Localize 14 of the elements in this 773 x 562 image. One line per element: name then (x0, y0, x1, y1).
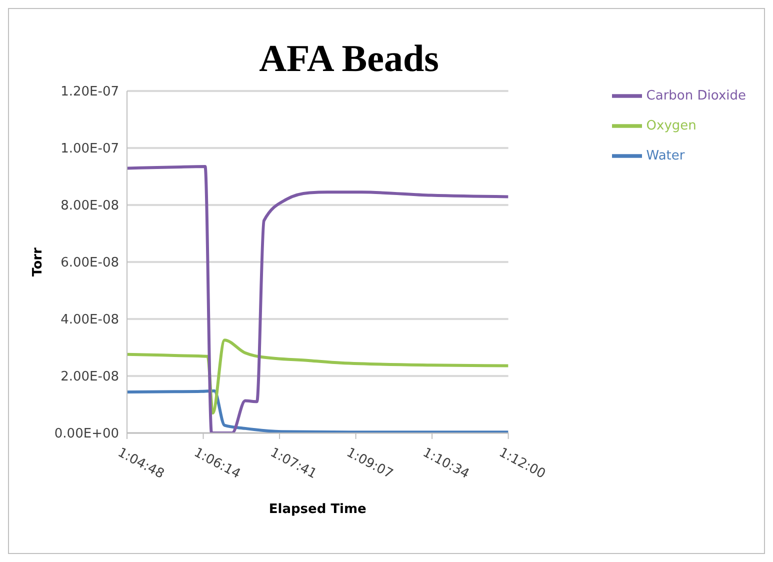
y-tick-label: 6.00E-08 (60, 256, 119, 271)
y-tick-label: 1.20E-07 (60, 84, 119, 100)
line-series (127, 338, 508, 415)
y-tick-label: 0.00E+00 (54, 426, 119, 442)
legend-label: Carbon Dioxide (646, 88, 746, 104)
y-tick-label: 8.00E-08 (60, 198, 119, 214)
legend-label: Oxygen (646, 118, 696, 134)
y-tick-label: 2.00E-08 (60, 370, 119, 385)
chart-title: AFA Beads (258, 37, 440, 81)
legend-label: Water (646, 148, 685, 164)
x-axis-title: Elapsed Time (268, 502, 367, 517)
y-tick-label: 1.00E-07 (60, 142, 119, 157)
y-tick-label: 4.00E-08 (60, 312, 119, 328)
y-axis-title: Torr (30, 246, 46, 276)
